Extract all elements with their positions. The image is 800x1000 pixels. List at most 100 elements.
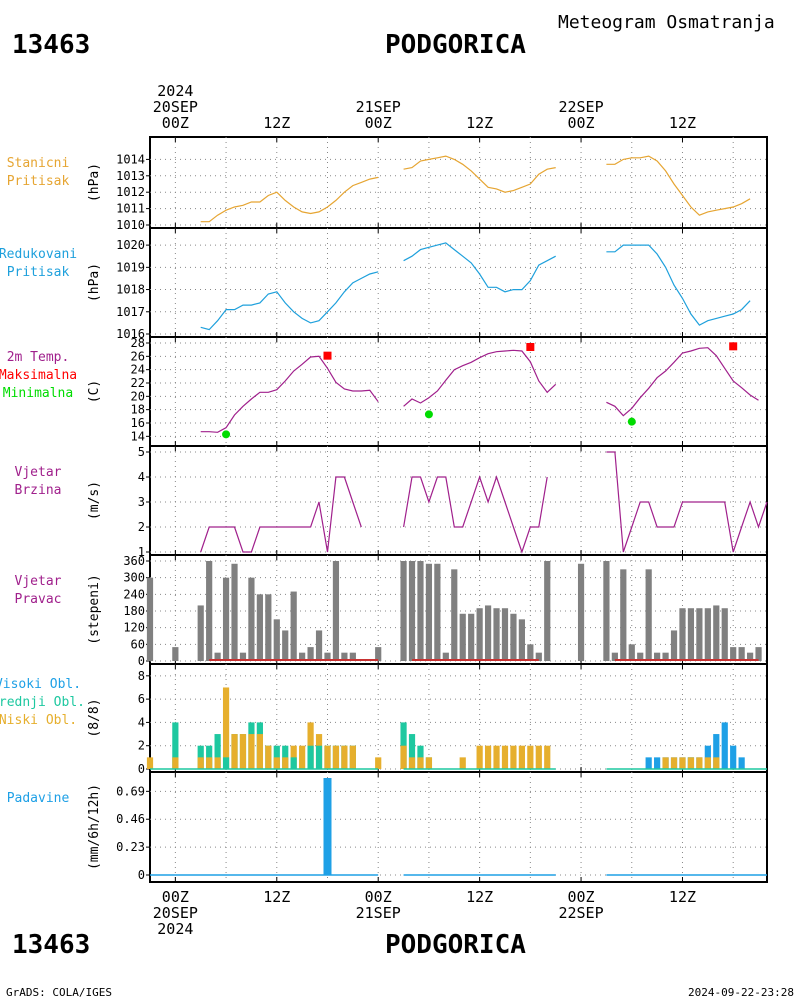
cloud-bar xyxy=(501,745,509,769)
cloud-bar xyxy=(299,745,306,769)
wind-direction-bar xyxy=(510,613,517,661)
ytick-label-station-pressure: 1011 xyxy=(116,202,145,216)
time-label-top: 12Z xyxy=(466,114,494,132)
max-temp-marker xyxy=(526,343,535,351)
ytick-label-wind-direction: 360 xyxy=(123,554,145,568)
ytick-label-temperature: 16 xyxy=(131,416,145,430)
cloud-bar xyxy=(222,757,230,769)
timestamp-text: 2024-09-22-23:28 xyxy=(688,986,794,999)
ytick-label-wind-direction: 300 xyxy=(123,571,145,585)
panel-label-temperature: 2m Temp. xyxy=(7,350,70,365)
cloud-bar xyxy=(544,745,551,769)
cloud-bar xyxy=(172,757,179,769)
wind-direction-bar xyxy=(755,647,762,661)
cloud-bar xyxy=(510,745,517,769)
wind-direction-bar xyxy=(535,652,542,661)
ytick-label-clouds: 4 xyxy=(138,715,145,729)
cloud-bar xyxy=(332,745,340,769)
wind-direction-bar xyxy=(628,644,635,661)
cloud-bar xyxy=(535,745,542,769)
cloud-bar xyxy=(315,745,323,769)
cloud-bar xyxy=(713,734,720,769)
wind-direction-bar xyxy=(687,608,695,661)
series-line-wind-speed xyxy=(200,476,362,553)
time-label-top: 22SEP xyxy=(558,98,604,116)
ytick-label-station-pressure: 1013 xyxy=(116,169,145,183)
cloud-bar xyxy=(425,757,433,769)
ytick-label-wind-direction: 60 xyxy=(131,637,145,651)
wind-direction-bar xyxy=(442,652,449,661)
cloud-bar xyxy=(197,757,204,769)
wind-direction-bar xyxy=(282,630,289,661)
series-line-station-pressure xyxy=(606,155,751,216)
panel-frame-wind-speed xyxy=(149,445,768,556)
wind-direction-bar xyxy=(704,608,711,661)
series-line-reduced-pressure xyxy=(606,244,751,326)
wind-direction-bar xyxy=(265,594,272,661)
ytick-label-temperature: 26 xyxy=(131,349,145,363)
wind-direction-bar xyxy=(324,652,331,661)
panel-frame-precipitation xyxy=(149,771,768,883)
ytick-label-wind-speed: 5 xyxy=(138,445,145,459)
station-id-bottom: 13463 xyxy=(12,930,91,960)
cloud-bar xyxy=(197,745,204,769)
time-label-top: 00Z xyxy=(161,114,189,132)
time-label-bottom: 12Z xyxy=(466,888,494,906)
cloud-bar xyxy=(273,745,280,769)
wind-direction-bar xyxy=(417,561,424,661)
wind-direction-bar xyxy=(248,577,255,661)
ytick-label-reduced-pressure: 1016 xyxy=(116,327,145,341)
wind-direction-bar xyxy=(518,619,525,661)
cloud-bar xyxy=(222,687,230,769)
cloud-bar xyxy=(265,745,272,769)
cloud-bar xyxy=(484,745,492,769)
min-temp-marker xyxy=(627,417,636,426)
wind-direction-bar xyxy=(315,630,323,661)
ytick-label-wind-direction: 240 xyxy=(123,587,145,601)
ytick-label-wind-speed: 2 xyxy=(138,520,145,534)
ytick-label-wind-speed: 1 xyxy=(138,545,145,559)
time-label-top: 12Z xyxy=(668,114,697,132)
wind-direction-bar xyxy=(721,608,728,661)
cloud-bar xyxy=(738,757,745,769)
wind-direction-bar xyxy=(214,652,221,661)
panel-label-station-pressure: Stanicni xyxy=(7,156,70,171)
panel-label-wind-direction: Pravac xyxy=(15,592,62,607)
time-label-bottom: 22SEP xyxy=(558,904,604,922)
ylabel-clouds: (8/8) xyxy=(87,698,102,737)
cloud-bar xyxy=(290,757,297,769)
wind-direction-bar xyxy=(679,608,686,661)
wind-direction-bar xyxy=(332,561,340,661)
ylabel-temperature: (C) xyxy=(87,380,102,403)
ylabel-station-pressure: (hPa) xyxy=(87,163,102,202)
wind-direction-bar xyxy=(273,619,280,661)
time-label-bottom: 00Z xyxy=(567,888,595,906)
ytick-label-clouds: 6 xyxy=(138,692,145,706)
time-label-bottom: 21SEP xyxy=(355,904,401,922)
cloud-bar xyxy=(248,734,255,769)
cloud-bar xyxy=(307,745,314,769)
wind-direction-bar xyxy=(349,652,356,661)
wind-direction-bar xyxy=(738,647,745,661)
wind-direction-bar xyxy=(468,613,475,661)
panel-label-temperature: Minimalna xyxy=(3,386,73,401)
cloud-bar xyxy=(214,734,221,769)
cloud-bar xyxy=(518,745,525,769)
max-temp-marker xyxy=(729,342,738,351)
wind-direction-bar xyxy=(603,561,610,661)
wind-direction-bar xyxy=(577,563,585,661)
wind-direction-bar xyxy=(425,563,433,661)
series-line-reduced-pressure xyxy=(403,242,556,293)
ytick-label-station-pressure: 1014 xyxy=(116,152,145,166)
wind-direction-bar xyxy=(341,652,348,661)
cloud-bar xyxy=(349,745,356,769)
cloud-bar xyxy=(476,745,483,769)
station-name-bottom: PODGORICA xyxy=(385,930,526,960)
panel-label-clouds: Visoki Obl. xyxy=(0,677,81,692)
wind-direction-bar xyxy=(231,563,238,661)
ylabel-precipitation: (mm/6h/12h) xyxy=(87,784,102,870)
wind-direction-bar xyxy=(501,608,509,661)
cloud-bar xyxy=(214,757,221,769)
time-label-top: 00Z xyxy=(364,114,392,132)
wind-direction-bar xyxy=(696,608,703,661)
